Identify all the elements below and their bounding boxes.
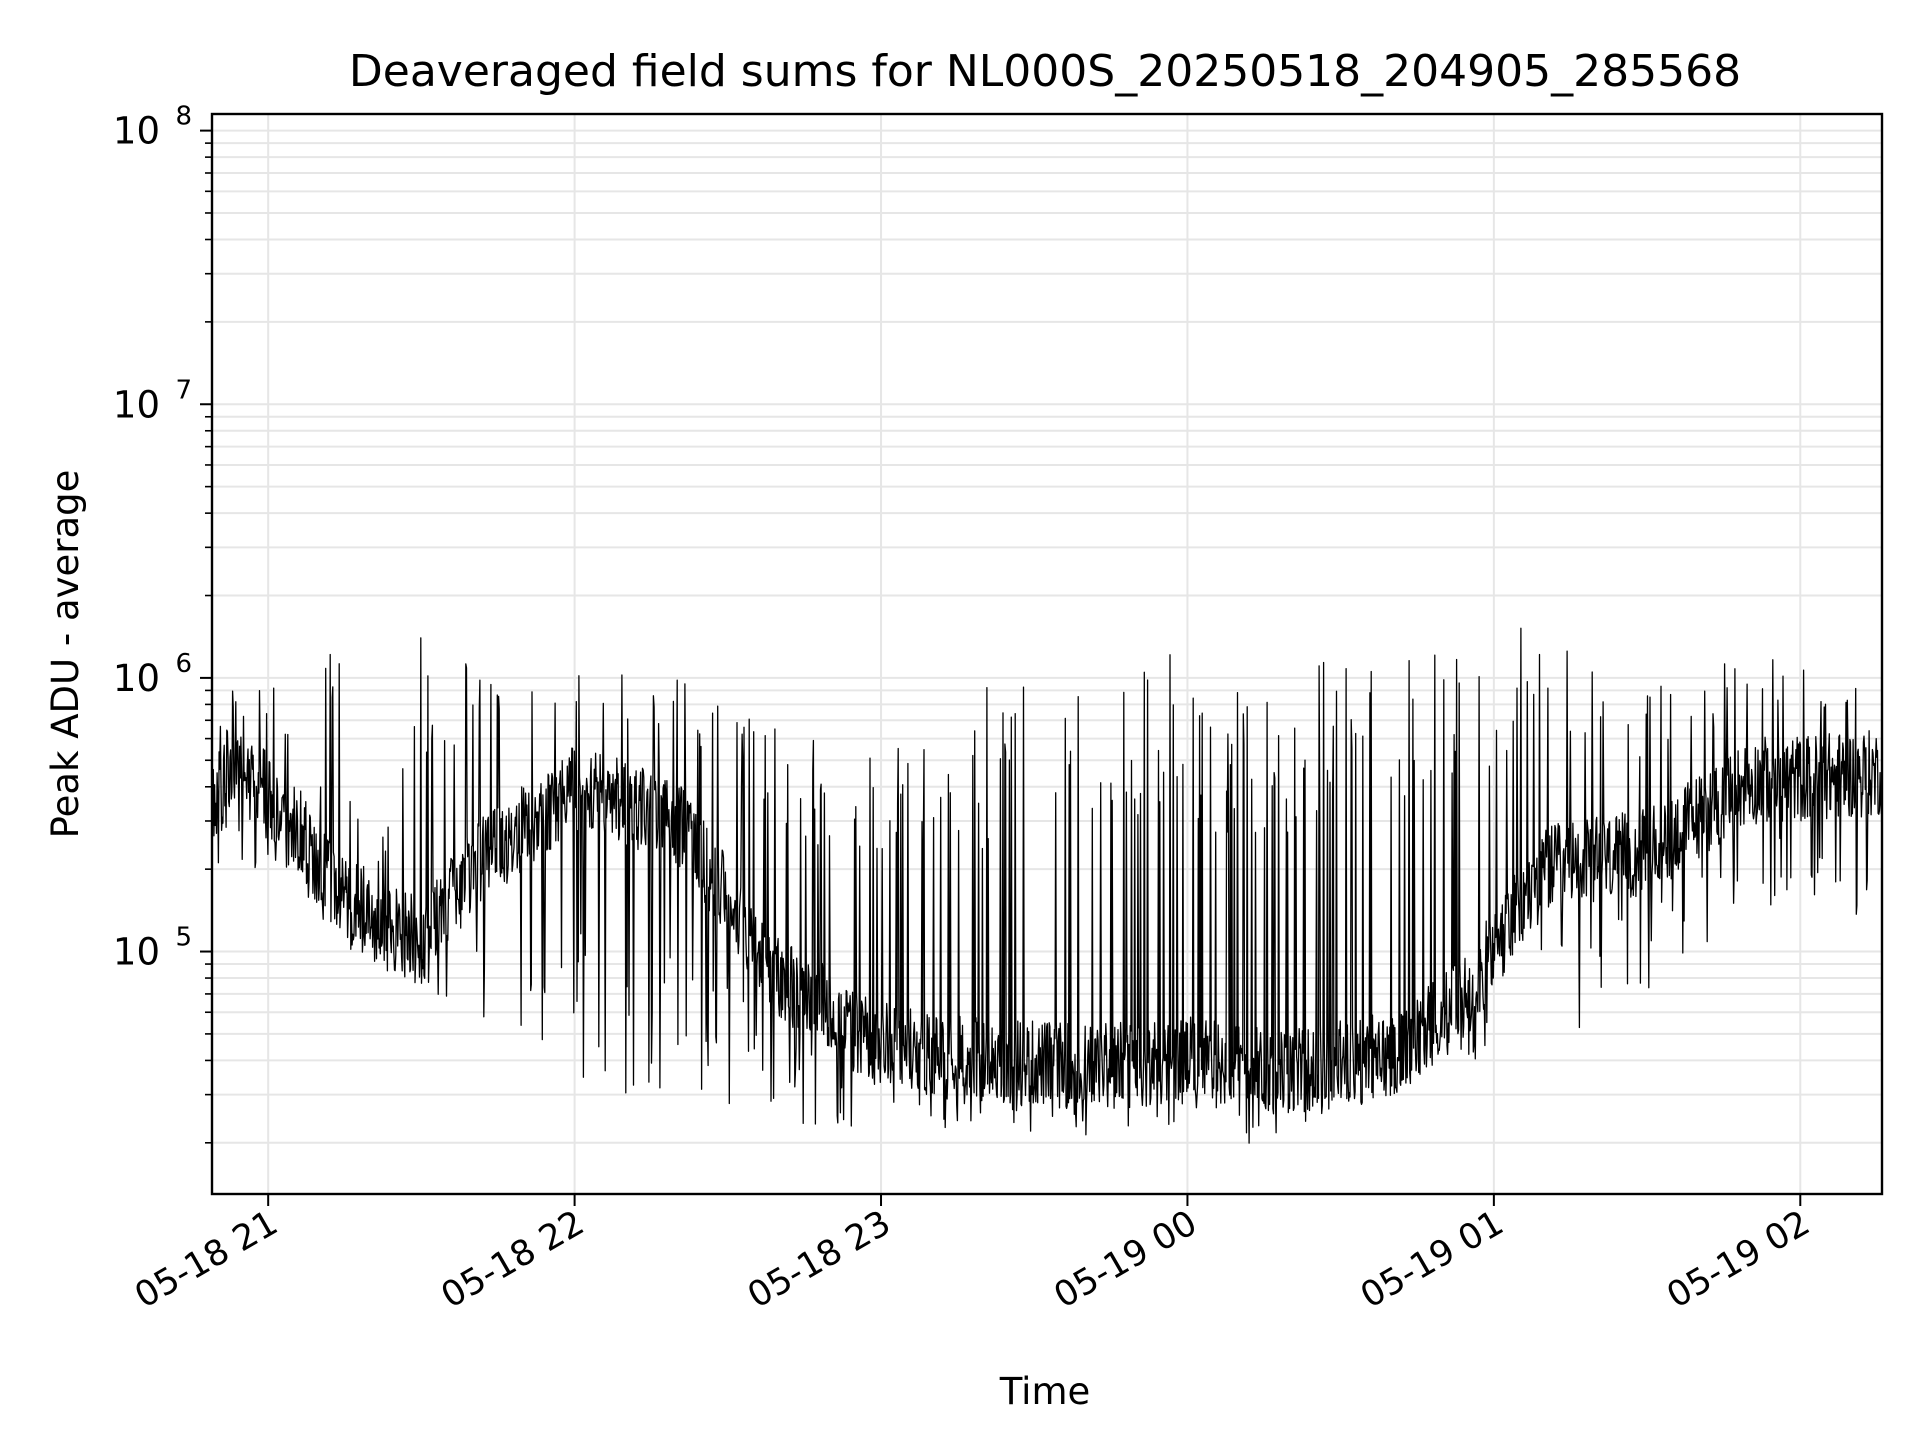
chart-title: Deaveraged field sums for NL000S_2025051… — [349, 46, 1741, 97]
series-line — [211, 627, 1883, 1144]
y-tick-label-exponent: 7 — [175, 375, 192, 405]
y-axis-label: Peak ADU - average — [44, 470, 87, 839]
x-axis-label: Time — [999, 1370, 1091, 1413]
y-tick-label-exponent: 6 — [175, 649, 192, 679]
axes-frame — [210, 112, 1884, 1196]
plot-area — [211, 627, 1883, 1144]
y-tick-label: 10 — [113, 657, 160, 700]
y-tick-label: 10 — [113, 931, 160, 974]
y-tick-label-exponent: 8 — [175, 102, 192, 132]
y-tick-label: 10 — [113, 110, 160, 153]
y-tick-label: 10 — [113, 383, 160, 426]
y-tick-label-exponent: 5 — [175, 923, 192, 953]
